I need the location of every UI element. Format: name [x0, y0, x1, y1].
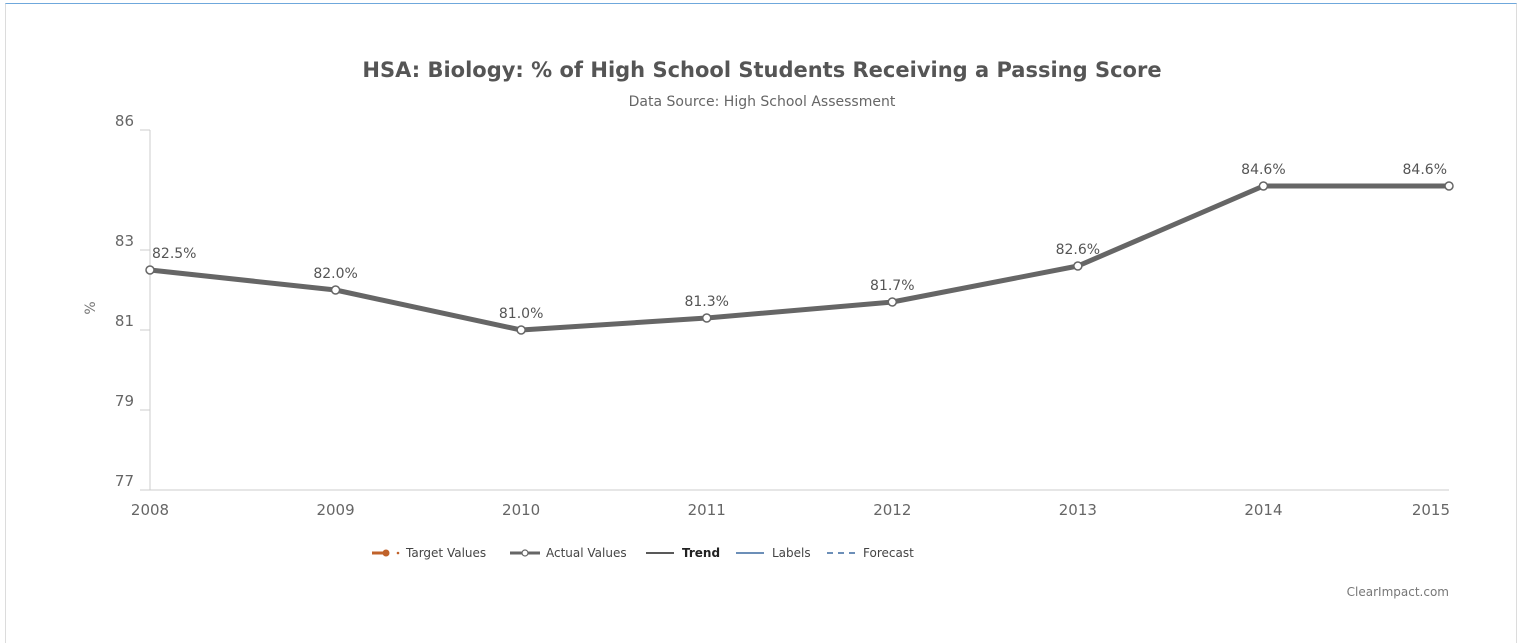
legend-label: Labels — [772, 546, 811, 560]
legend-item-actual-values[interactable]: Actual Values — [510, 546, 627, 560]
legend-item-target-values[interactable]: Target Values — [372, 546, 486, 560]
legend-marker — [521, 549, 529, 557]
y-tick-label: 77 — [115, 472, 134, 490]
chart-subtitle: Data Source: High School Assessment — [629, 94, 896, 110]
data-label: 81.0% — [499, 306, 543, 322]
y-tick-label: 79 — [115, 392, 134, 410]
x-tick-label: 2009 — [316, 501, 354, 519]
y-tick-label: 83 — [115, 232, 134, 250]
x-tick-label: 2014 — [1244, 501, 1282, 519]
x-tick-label: 2012 — [873, 501, 911, 519]
data-point[interactable] — [516, 325, 526, 335]
x-tick-label: 2011 — [688, 501, 726, 519]
x-tick-label: 2008 — [131, 501, 169, 519]
legend-label: Target Values — [405, 546, 486, 560]
y-tick-label: 81 — [115, 312, 134, 330]
y-axis-title: % — [83, 301, 99, 314]
data-label: 84.6% — [1403, 162, 1447, 178]
x-tick-label: 2010 — [502, 501, 540, 519]
legend-item-labels[interactable]: Labels — [736, 546, 811, 560]
legend-item-forecast[interactable]: Forecast — [827, 546, 914, 560]
data-point[interactable] — [1444, 181, 1454, 191]
data-label: 82.0% — [313, 266, 357, 282]
credit-link[interactable]: ClearImpact.com — [1347, 585, 1449, 599]
data-label: 82.5% — [152, 246, 196, 262]
data-point[interactable] — [145, 265, 155, 275]
legend-item-trend[interactable]: Trend — [646, 546, 720, 560]
legend-label: Forecast — [863, 546, 914, 560]
series-line — [147, 183, 1452, 333]
data-point[interactable] — [1258, 181, 1269, 191]
x-axis: 2008 2009 2010 2011 2012 2013 2014 2015 — [131, 489, 1450, 519]
data-label: 81.3% — [684, 294, 728, 310]
series-layer: 82.5% 82.0% 81.0% 81.3% 81.7% 82.6% 84.6% 84.6% — [145, 162, 1454, 335]
chart-title: HSA: Biology: % of High School Students … — [362, 58, 1161, 82]
x-tick-label: 2013 — [1059, 501, 1097, 519]
data-point[interactable] — [887, 297, 898, 307]
data-label: 84.6% — [1241, 162, 1285, 178]
y-axis: 77 79 81 83 86 — [115, 112, 151, 491]
legend-label: Actual Values — [546, 546, 627, 560]
chart-frame — [5, 3, 1517, 643]
data-point[interactable] — [330, 285, 341, 295]
data-label: 82.6% — [1056, 242, 1100, 258]
legend-marker — [382, 549, 390, 557]
legend: Target Values Actual Values Trend Labels For… — [372, 546, 914, 560]
y-tick-label: 86 — [115, 112, 134, 130]
legend-dot — [396, 551, 400, 555]
data-point[interactable] — [1073, 261, 1083, 271]
data-point[interactable] — [701, 313, 712, 323]
data-label: 81.7% — [870, 278, 914, 294]
legend-label: Trend — [682, 546, 720, 560]
x-tick-label: 2015 — [1412, 501, 1450, 519]
